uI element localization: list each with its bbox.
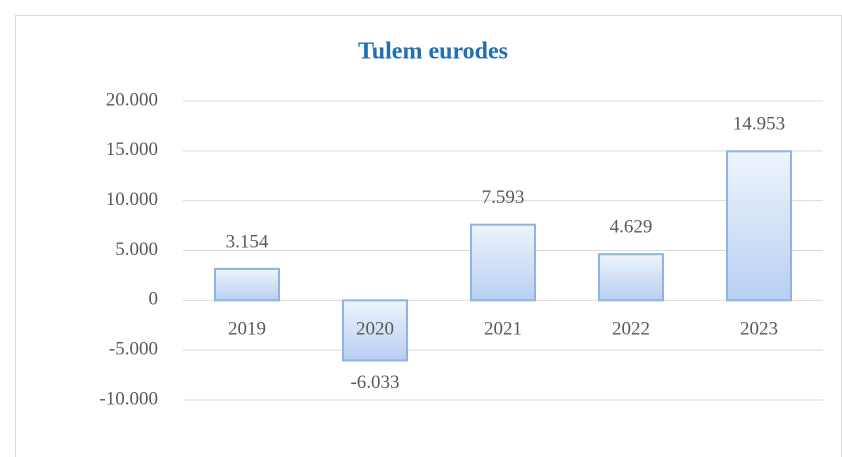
value-label: 14.953 bbox=[733, 114, 785, 135]
value-label: 7.593 bbox=[482, 187, 525, 208]
bar bbox=[726, 150, 792, 302]
bar bbox=[598, 253, 664, 302]
chart-title: Tulem eurodes bbox=[358, 39, 508, 65]
x-tick-label: 2020 bbox=[356, 319, 394, 340]
y-tick-label: -10.000 bbox=[99, 388, 158, 409]
value-label: 3.154 bbox=[226, 231, 269, 252]
y-tick-label: 5.000 bbox=[115, 239, 158, 260]
bar bbox=[342, 299, 408, 362]
x-tick-label: 2021 bbox=[484, 319, 522, 340]
y-tick-label: -5.000 bbox=[109, 339, 158, 360]
value-label: -6.033 bbox=[350, 372, 399, 393]
y-tick-label: 10.000 bbox=[106, 189, 158, 210]
value-label: 4.629 bbox=[610, 217, 653, 238]
x-tick-label: 2022 bbox=[612, 319, 650, 340]
bar bbox=[470, 223, 536, 302]
y-tick-label: 20.000 bbox=[106, 89, 158, 110]
y-tick-label: 15.000 bbox=[106, 139, 158, 160]
chart-frame bbox=[15, 15, 842, 457]
y-tick-label: 0 bbox=[149, 289, 159, 310]
bar bbox=[214, 267, 280, 302]
x-tick-label: 2019 bbox=[228, 319, 266, 340]
x-tick-label: 2023 bbox=[740, 319, 778, 340]
